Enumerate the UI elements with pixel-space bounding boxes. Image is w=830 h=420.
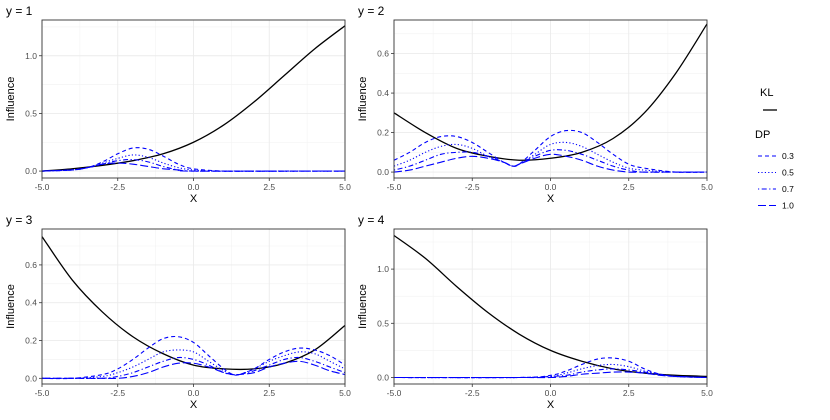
panel-3: y = 3 -5.0 -2.5 0.0 2.5 5.0 0.0 0.2 0.4 0.6 X Influ…: [5, 213, 351, 411]
x-tick-label: 5.0: [339, 182, 351, 192]
y-axis-label: Influence: [357, 77, 369, 122]
x-axis-label: X: [547, 193, 555, 205]
panel-border: [393, 228, 708, 385]
series-line-dp-1-0: [394, 153, 707, 173]
panel-title: y = 2: [358, 4, 385, 18]
y-tick-label: 0.5: [25, 108, 37, 118]
x-tick-label: 2.5: [623, 388, 635, 398]
x-tick-label: 5.0: [339, 388, 351, 398]
y-tick-label: 0.0: [25, 166, 37, 176]
x-tick-label: -2.5: [465, 182, 480, 192]
y-tick-label: 0.0: [25, 373, 37, 383]
x-tick-label: 0.0: [188, 182, 200, 192]
x-tick-label: 5.0: [701, 388, 713, 398]
x-tick-label: 2.5: [623, 182, 635, 192]
y-tick-label: 0.5: [377, 318, 389, 328]
legend-label: 0.7: [782, 184, 794, 194]
series-line-kl: [394, 23, 707, 161]
x-tick-label: 0.0: [188, 388, 200, 398]
x-tick-label: 0.0: [545, 388, 557, 398]
y-tick-label: 1.0: [25, 51, 37, 61]
x-tick-label: 2.5: [263, 182, 275, 192]
y-tick-label: 0.6: [25, 260, 37, 270]
panel-1: y = 1 -5.0 -2.5 0.0 2.5 5.0 0.0 0.5 1.0 X Influenc…: [5, 4, 351, 205]
panel-border: [41, 228, 346, 385]
x-axis-label: X: [190, 193, 198, 205]
legend: KL DP 0.3 0.5 0.7 1.0: [755, 87, 794, 211]
legend-label: 1.0: [782, 201, 794, 211]
x-tick-label: 0.0: [545, 182, 557, 192]
x-tick-label: -5.0: [35, 388, 50, 398]
x-tick-label: 5.0: [701, 182, 713, 192]
x-axis-label: X: [547, 399, 555, 411]
series-line-dp-0-7: [394, 368, 707, 379]
series-line-dp-0-7: [394, 149, 707, 173]
panel-4: y = 4 -5.0 -2.5 0.0 2.5 5.0 0.0 0.5 1.0 X Influenc…: [357, 213, 713, 411]
legend-label: 0.3: [782, 151, 794, 161]
legend-label: 0.5: [782, 168, 794, 178]
y-tick-label: 0.2: [377, 128, 389, 138]
x-tick-label: -5.0: [387, 182, 402, 192]
series-line-dp-1-0: [42, 162, 345, 172]
panel-title: y = 1: [6, 4, 33, 18]
y-axis-label: Influence: [5, 284, 17, 329]
x-tick-label: -5.0: [35, 182, 50, 192]
series-line-dp-0-3: [394, 357, 707, 379]
series-line-dp-1-0: [394, 371, 707, 379]
panel-border: [41, 19, 346, 179]
y-tick-label: 0.4: [25, 298, 37, 308]
panel-title: y = 4: [358, 213, 385, 227]
legend-title-kl: KL: [760, 87, 773, 99]
y-tick-label: 0.0: [377, 167, 389, 177]
series-line-dp-0-7: [42, 356, 345, 380]
x-tick-label: -2.5: [465, 388, 480, 398]
y-tick-label: 0.2: [25, 336, 37, 346]
panel-title: y = 3: [6, 213, 33, 227]
panel-border: [393, 19, 708, 179]
x-tick-label: 2.5: [263, 388, 275, 398]
legend-title-dp: DP: [755, 129, 770, 141]
series-line-kl: [42, 236, 345, 371]
y-tick-label: 0.4: [377, 88, 389, 98]
y-axis-label: Influence: [5, 77, 17, 122]
y-tick-label: 0.0: [377, 372, 389, 382]
y-tick-label: 1.0: [377, 264, 389, 274]
panel-2: y = 2 -5.0 -2.5 0.0 2.5 5.0 0.0 0.2 0.4 0.6 X Influ…: [357, 4, 713, 205]
series-line-dp-1-0: [42, 360, 345, 380]
series-line-dp-0-3: [42, 335, 345, 380]
y-tick-label: 0.6: [377, 49, 389, 59]
x-tick-label: -5.0: [387, 388, 402, 398]
y-axis-label: Influence: [357, 284, 369, 329]
x-axis-label: X: [190, 399, 198, 411]
x-tick-label: -2.5: [110, 182, 125, 192]
series-line-dp-0-5: [42, 349, 345, 380]
x-tick-label: -2.5: [110, 388, 125, 398]
series-line-dp-0-3: [394, 129, 707, 173]
